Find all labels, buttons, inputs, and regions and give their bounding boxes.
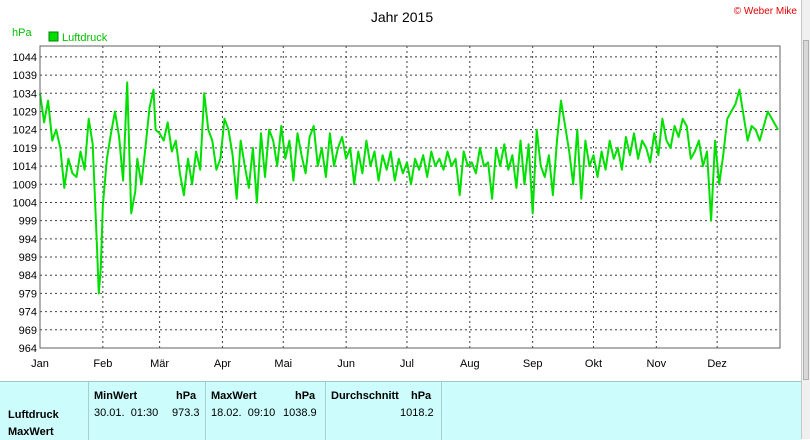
- x-tick-label: Mai: [274, 358, 292, 370]
- stat-avg-unit: hPa: [411, 390, 432, 402]
- stats-panel: Luftdruck MaxWert MinWert hPa 30.01. 01:…: [0, 381, 801, 440]
- stat-max-header: MaxWert: [211, 390, 257, 402]
- stat-min-header: MinWert: [94, 390, 138, 402]
- x-tick-label: Okt: [585, 358, 602, 370]
- legend-label: Luftdruck: [62, 32, 108, 44]
- y-tick-label: 989: [19, 252, 37, 264]
- stat-max-unit: hPa: [295, 390, 316, 402]
- y-axis-unit: hPa: [12, 27, 32, 39]
- legend-swatch: [48, 31, 59, 42]
- series-line-luftdruck: [39, 81, 779, 295]
- y-tick-label: 999: [19, 216, 37, 228]
- stat-max-time: 18.02. 09:10: [211, 407, 276, 419]
- y-tick-label: 1034: [13, 88, 37, 100]
- stats-separator: [441, 382, 442, 440]
- stat-min: MinWert hPa 30.01. 01:30 973.3: [88, 382, 205, 440]
- stat-min-time: 30.01. 01:30: [94, 407, 159, 419]
- stat-min-value: 973.3: [172, 407, 200, 419]
- x-tick-label: Jul: [400, 358, 414, 370]
- plot-frame: [39, 45, 781, 349]
- y-tick-label: 994: [19, 234, 37, 246]
- y-tick-label: 979: [19, 288, 37, 300]
- stat-max: MaxWert hPa 18.02. 09:10 1038.9: [205, 382, 325, 440]
- stat-avg-header: Durchschnitt: [331, 390, 399, 402]
- row-label-luftdruck: Luftdruck: [8, 409, 59, 421]
- stat-avg-value: 1018.2: [400, 407, 434, 419]
- y-tick-label: 1014: [13, 161, 37, 173]
- y-tick-label: 1019: [13, 143, 37, 155]
- stat-max-value: 1038.9: [283, 407, 317, 419]
- y-tick-label: 984: [19, 270, 37, 282]
- stats-separator: [205, 382, 206, 440]
- y-tick-label: 974: [19, 307, 37, 319]
- row-label-maxwert: MaxWert: [8, 426, 54, 438]
- y-tick-label: 1024: [13, 125, 37, 137]
- copyright-text: © Weber Mike: [734, 6, 798, 17]
- stats-separator: [88, 382, 89, 440]
- y-tick-label: 1004: [13, 197, 37, 209]
- stats-separator: [325, 382, 326, 440]
- x-tick-label: Nov: [647, 358, 667, 370]
- chart: Jahr 2015 © Weber Mike hPa Luftdruck 964…: [12, 6, 798, 370]
- stat-avg: Durchschnitt hPa 1018.2: [325, 382, 441, 440]
- y-tick-label: 1009: [13, 179, 37, 191]
- x-tick-label: Sep: [523, 358, 543, 370]
- plot-area: [40, 46, 780, 348]
- y-tick-label: 1039: [13, 70, 37, 82]
- x-tick-label: Jan: [31, 358, 49, 370]
- x-tick-label: Aug: [460, 358, 480, 370]
- scrollbar-thumb[interactable]: [803, 40, 809, 380]
- y-tick-label: 1029: [13, 106, 37, 118]
- x-tick-label: Dez: [707, 358, 727, 370]
- x-tick-label: Mär: [150, 358, 169, 370]
- x-tick-label: Feb: [93, 358, 112, 370]
- y-tick-label: 969: [19, 325, 37, 337]
- x-tick-label: Jun: [337, 358, 355, 370]
- stat-min-unit: hPa: [176, 390, 197, 402]
- x-tick-label: Apr: [214, 358, 231, 370]
- y-tick-label: 964: [19, 343, 37, 355]
- vertical-scrollbar[interactable]: [801, 0, 810, 439]
- chart-title: Jahr 2015: [371, 9, 433, 25]
- y-tick-label: 1044: [13, 52, 37, 64]
